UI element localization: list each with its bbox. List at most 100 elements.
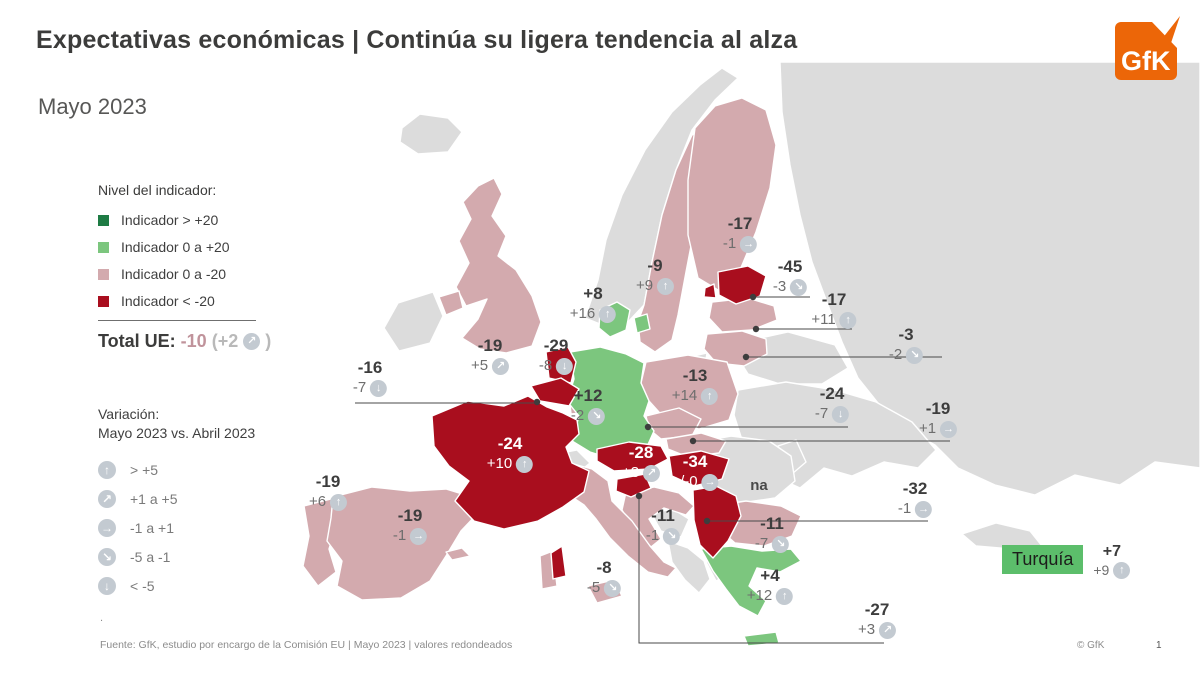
change-slovenia: +3 ↗ — [858, 620, 897, 640]
level-swatch-icon — [98, 214, 109, 226]
change-value-estonia: -3 — [772, 278, 787, 295]
value-poland: -13 — [682, 366, 708, 385]
arrow-up-right-icon: ↗ — [643, 464, 661, 482]
change-value-slovakia: +1 — [918, 420, 937, 437]
change-slovakia: +1 → — [918, 419, 958, 439]
turkey-change-arrow-icon: ↑ — [1113, 562, 1131, 579]
country-iceland — [399, 113, 463, 155]
turkey-change: +9 — [1093, 562, 1110, 578]
value-france: -24 — [497, 434, 523, 453]
country-finland — [687, 97, 777, 291]
arrow-right-icon: → — [410, 527, 428, 545]
change-value-finland: -1 — [722, 235, 737, 252]
turkey-values: +7 +9 ↑ — [1093, 542, 1131, 580]
change-hungary: +/-0 → — [671, 472, 719, 492]
variation-legend-item-4: ↓ < -5 — [98, 577, 255, 595]
country-spain — [326, 486, 480, 601]
value-italy: -8 — [596, 558, 612, 577]
country-montenegro-albania — [667, 540, 711, 594]
level-legend-label: Indicador < -20 — [121, 293, 215, 309]
country-greece — [700, 545, 802, 617]
change-value-germany: -2 — [570, 407, 585, 424]
map-label-germany: +12 -2 ↘ — [570, 386, 606, 426]
country-saaremaa — [703, 283, 717, 299]
value-greece: +4 — [760, 566, 780, 585]
variation-legend-item-3: ↘ -5 a -1 — [98, 548, 255, 566]
arrow-up-icon: ↑ — [701, 387, 719, 405]
callout-dot-slovakia — [689, 437, 697, 445]
value-hungary: -34 — [682, 452, 708, 471]
change-value-poland: +14 — [671, 387, 698, 404]
eu-total-change: (+2 — [211, 331, 239, 351]
arrow-up-icon: ↑ — [657, 277, 675, 295]
change-italy: -5 ↘ — [587, 578, 622, 598]
change-portugal: +6 ↑ — [309, 492, 348, 512]
arrow-right-icon: → — [915, 500, 933, 518]
change-value-hungary: +/-0 — [671, 473, 698, 490]
country-slovakia — [665, 432, 727, 458]
value-slovenia: -27 — [864, 600, 890, 619]
map-label-denmark: +8 +16 ↑ — [570, 284, 617, 324]
change-netherlands: -8 ↓ — [538, 356, 574, 376]
level-legend-label: Indicador 0 a +20 — [121, 239, 230, 255]
change-france: +10 ↑ — [487, 454, 534, 474]
change-value-netherlands: -8 — [538, 357, 553, 374]
change-value-czechia: -7 — [814, 405, 829, 422]
variation-legend-label: < -5 — [130, 578, 155, 594]
map-label-latvia: -17 +11 ↑ — [811, 290, 857, 330]
arrow-up-icon: ↑ — [98, 461, 116, 479]
change-value-uk: +5 — [470, 357, 489, 374]
arrow-down-icon: ↓ — [556, 357, 574, 375]
map-label-czechia: -24 -7 ↓ — [814, 384, 850, 424]
value-lithuania: -3 — [898, 325, 914, 344]
level-legend-heading: Nivel del indicador: — [98, 182, 217, 198]
value-croatia: -11 — [651, 506, 675, 525]
arrow-down-icon: ↓ — [370, 379, 388, 397]
variation-legend-label: > +5 — [130, 462, 159, 478]
change-value-lithuania: -2 — [888, 346, 903, 363]
arrow-up-icon: ↑ — [776, 587, 794, 605]
value-bulgaria: -11 — [760, 514, 784, 533]
map-label-bulgaria: -11 -7 ↘ — [755, 514, 790, 554]
change-greece: +12 ↑ — [747, 586, 794, 606]
value-austria: -28 — [628, 443, 654, 462]
map-label-belgium: -16 -7 ↓ — [353, 358, 388, 398]
callout-dot-serbia — [703, 517, 711, 525]
eu-total-arrow-icon: ↗ — [243, 333, 261, 350]
change-value-latvia: +11 — [811, 311, 836, 328]
map-label-sweden: -9 +9 ↑ — [636, 256, 675, 296]
value-estonia: -45 — [777, 257, 803, 276]
arrow-down-right-icon: ↘ — [906, 346, 924, 364]
turkey-value: +7 — [1102, 543, 1121, 560]
map-label-serbia: -32 -1 → — [898, 479, 933, 519]
level-legend-label: Indicador 0 a -20 — [121, 266, 227, 282]
level-swatch-icon — [98, 295, 109, 307]
country-belgium — [530, 377, 580, 407]
country-corsica — [550, 545, 567, 580]
variation-legend-label: -5 a -1 — [130, 549, 171, 565]
map-label-hungary: -34 +/-0 → — [671, 452, 719, 492]
arrow-up-right-icon: ↗ — [98, 490, 116, 508]
arrow-down-right-icon: ↘ — [604, 579, 622, 597]
arrow-right-icon: → — [740, 235, 758, 253]
map-label-slovakia: -19 +1 → — [918, 399, 958, 439]
callout-dot-slovenia — [635, 492, 643, 500]
value-netherlands: -29 — [543, 336, 569, 355]
country-ireland — [383, 291, 444, 352]
callout-dot-czechia — [644, 423, 652, 431]
value-latvia: -17 — [821, 290, 847, 309]
callout-dot-latvia — [752, 325, 760, 333]
legend-divider — [98, 320, 256, 321]
change-croatia: -1 ↘ — [646, 526, 681, 546]
change-finland: -1 → — [722, 234, 758, 254]
variation-legend-label: -1 a +1 — [130, 520, 174, 536]
value-germany: +12 — [573, 386, 603, 405]
country-balearics — [445, 547, 471, 561]
change-germany: -2 ↘ — [570, 406, 606, 426]
turkey-callout: Turquía +7 +9 ↑ — [1002, 542, 1131, 580]
change-serbia: -1 → — [898, 499, 933, 519]
arrow-down-right-icon: ↘ — [790, 278, 808, 296]
variation-legend-item-0: ↑ > +5 — [98, 461, 255, 479]
